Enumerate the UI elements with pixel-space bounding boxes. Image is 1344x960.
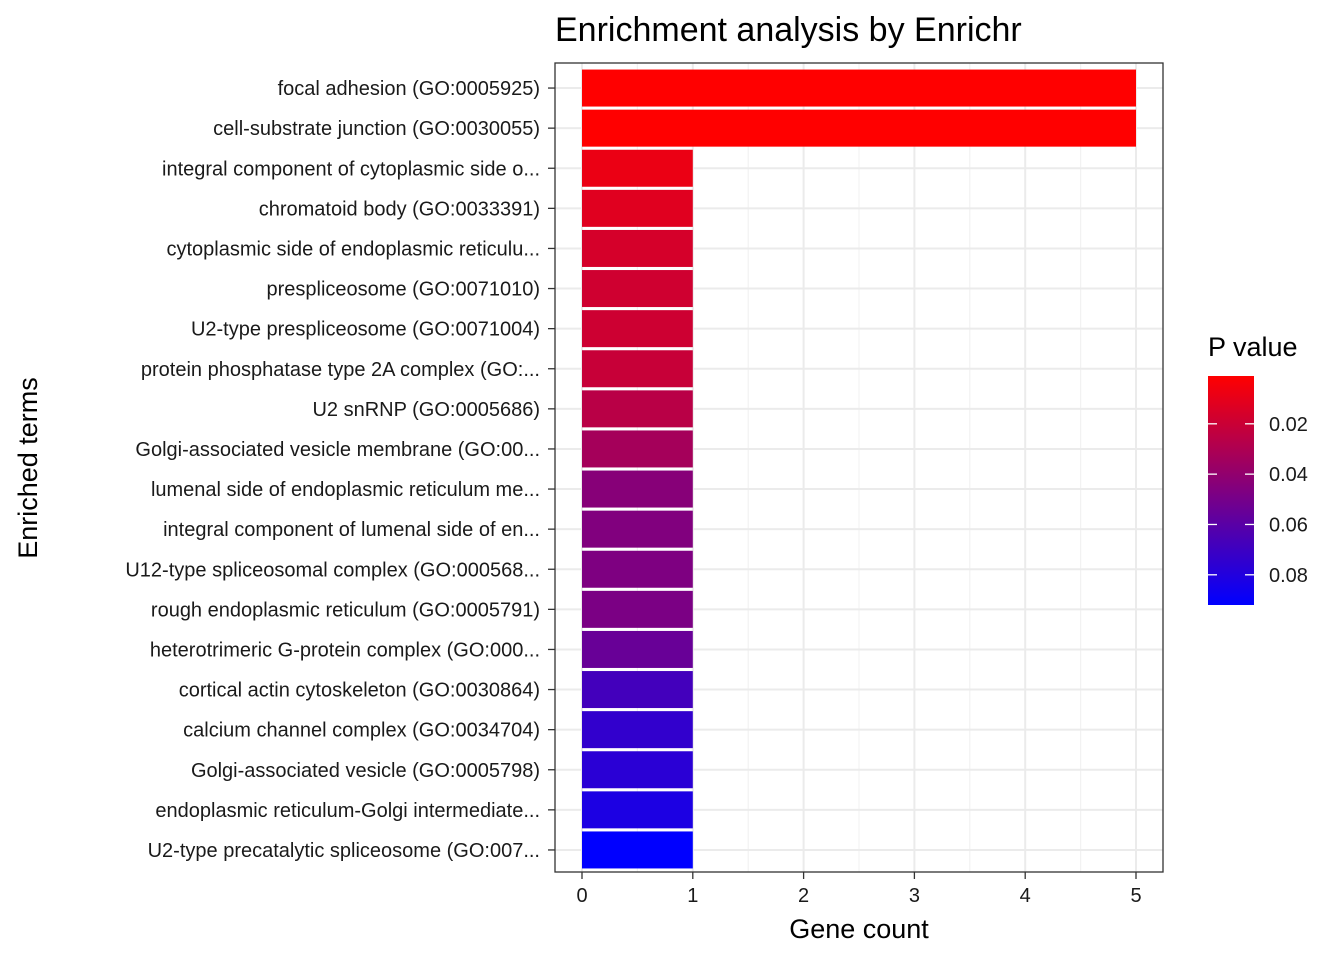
bar[interactable]: [582, 791, 693, 829]
bar[interactable]: [582, 229, 693, 267]
x-tick-label: 2: [798, 885, 809, 907]
bar[interactable]: [582, 350, 693, 388]
x-tick-label: 5: [1130, 885, 1141, 907]
x-tick-label: 0: [576, 885, 587, 907]
x-tick-label: 3: [909, 885, 920, 907]
y-tick-label: protein phosphatase type 2A complex (GO:…: [141, 359, 540, 381]
bar[interactable]: [582, 149, 693, 187]
legend-tick-label: 0.02: [1269, 414, 1308, 436]
panel-border: [554, 62, 1164, 873]
legend-tick-label: 0.04: [1269, 464, 1308, 486]
y-tick-label: heterotrimeric G-protein complex (GO:000…: [150, 639, 540, 661]
y-tick-label: U2-type prespliceosome (GO:0071004): [191, 319, 540, 341]
y-tick-label: calcium channel complex (GO:0034704): [183, 720, 540, 742]
bar[interactable]: [582, 390, 693, 428]
x-tick-label: 1: [687, 885, 698, 907]
y-tick-label: chromatoid body (GO:0033391): [259, 198, 540, 220]
bar[interactable]: [582, 590, 693, 628]
plot-area: focal adhesion (GO:0005925) cell-substrat…: [125, 62, 1164, 907]
bar[interactable]: [582, 470, 693, 508]
y-tick-label: endoplasmic reticulum-Golgi intermediate…: [155, 800, 540, 822]
legend-title: P value: [1208, 332, 1298, 362]
bar[interactable]: [582, 69, 1136, 107]
bar[interactable]: [582, 430, 693, 468]
y-tick-label: cell-substrate junction (GO:0030055): [213, 118, 540, 140]
y-tick-label: integral component of cytoplasmic side o…: [162, 158, 540, 180]
p-value-legend: P value 0.02 0.04 0.06 0.08: [1208, 332, 1308, 605]
bar[interactable]: [582, 109, 1136, 147]
y-tick-label: rough endoplasmic reticulum (GO:0005791): [151, 599, 540, 621]
y-axis-title: Enriched terms: [13, 377, 43, 559]
y-tick-label: prespliceosome (GO:0071010): [267, 279, 540, 301]
y-tick-label: U12-type spliceosomal complex (GO:000568…: [125, 559, 540, 581]
bar[interactable]: [582, 671, 693, 709]
y-tick-label: Golgi-associated vesicle membrane (GO:00…: [135, 439, 540, 461]
x-tick-label: 4: [1020, 885, 1031, 907]
chart-title: Enrichment analysis by Enrichr: [555, 11, 1022, 49]
bar[interactable]: [582, 270, 693, 308]
bar[interactable]: [582, 189, 693, 227]
bar[interactable]: [582, 630, 693, 668]
y-tick-label: cytoplasmic side of endoplasmic reticulu…: [167, 238, 541, 260]
bar[interactable]: [582, 711, 693, 749]
y-tick-label: integral component of lumenal side of en…: [163, 519, 540, 541]
y-tick-label: U2-type precatalytic spliceosome (GO:007…: [148, 840, 540, 862]
bar[interactable]: [582, 751, 693, 789]
bar[interactable]: [582, 831, 693, 869]
legend-tick-label: 0.08: [1269, 565, 1308, 587]
bar[interactable]: [582, 510, 693, 548]
bar[interactable]: [582, 310, 693, 348]
legend-colorbar: [1208, 376, 1254, 605]
legend-tick-label: 0.06: [1269, 514, 1308, 536]
x-axis-title: Gene count: [789, 914, 929, 944]
bar[interactable]: [582, 550, 693, 588]
y-tick-label: lumenal side of endoplasmic reticulum me…: [151, 479, 540, 501]
y-tick-label: focal adhesion (GO:0005925): [278, 78, 540, 100]
y-tick-label: U2 snRNP (GO:0005686): [312, 399, 540, 421]
y-tick-label: cortical actin cytoskeleton (GO:0030864): [179, 680, 540, 702]
y-tick-label: Golgi-associated vesicle (GO:0005798): [191, 760, 540, 782]
